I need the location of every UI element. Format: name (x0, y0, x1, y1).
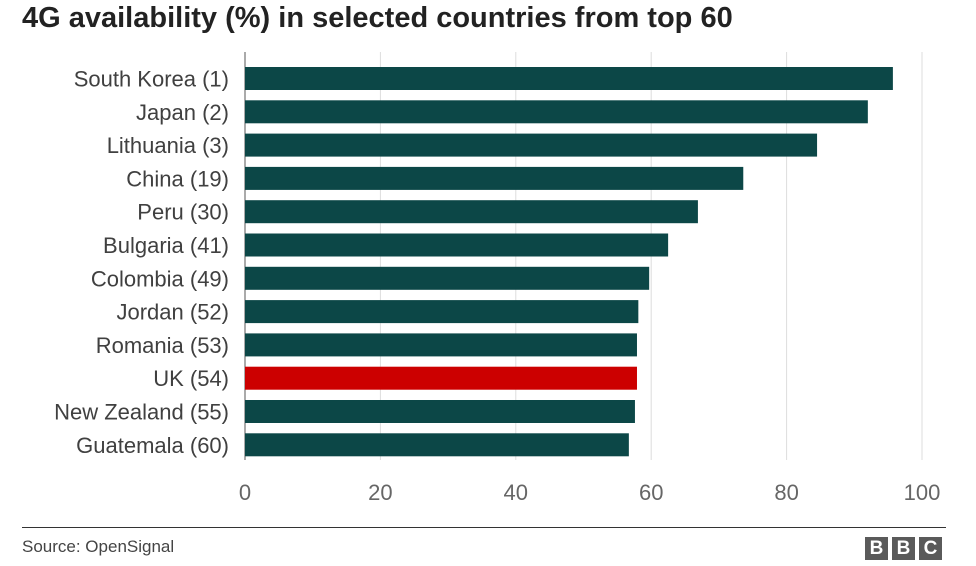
x-tick-label: 40 (504, 480, 528, 505)
bbc-logo: B B C (865, 537, 942, 560)
category-label: New Zealand (55) (54, 400, 229, 425)
bar-chart: South Korea (1) Japan (2) Lithuania (3) Chi… (54, 52, 940, 505)
bbc-logo-letter: B (892, 537, 915, 560)
category-label: China (19) (126, 166, 229, 191)
bars (245, 67, 893, 457)
bar (245, 200, 698, 224)
bar (245, 400, 635, 423)
bar (245, 333, 637, 357)
bar (245, 67, 893, 90)
bar (245, 166, 744, 190)
category-label: South Korea (1) (74, 67, 229, 92)
x-axis-ticks: 0 20 40 60 80 100 (239, 480, 940, 505)
x-tick-label: 60 (639, 480, 663, 505)
bar (245, 266, 650, 290)
x-tick-label: 100 (904, 480, 941, 505)
category-labels: South Korea (1) Japan (2) Lithuania (3) Chi… (54, 67, 229, 458)
bbc-logo-letter: C (919, 537, 942, 560)
bar (245, 300, 639, 324)
x-tick-label: 80 (774, 480, 798, 505)
bbc-logo-letter: B (865, 537, 888, 560)
bar (245, 233, 669, 257)
footer-divider (22, 527, 946, 528)
bar (245, 433, 629, 457)
category-label: Jordan (52) (116, 300, 229, 325)
category-label: Peru (30) (137, 200, 229, 225)
category-label: Colombia (49) (91, 266, 229, 291)
category-label: Lithuania (3) (107, 133, 229, 158)
category-label: Bulgaria (41) (103, 233, 229, 258)
category-label: Japan (2) (136, 100, 229, 125)
x-tick-label: 0 (239, 480, 251, 505)
bar (245, 366, 637, 390)
category-label: Romania (53) (96, 333, 229, 358)
category-label: Guatemala (60) (76, 433, 229, 458)
chart-title: 4G availability (%) in selected countrie… (22, 2, 733, 34)
source-note: Source: OpenSignal (22, 537, 175, 556)
category-label: UK (54) (153, 366, 229, 391)
bar (245, 100, 868, 124)
x-tick-label: 20 (368, 480, 392, 505)
bar (245, 133, 818, 157)
